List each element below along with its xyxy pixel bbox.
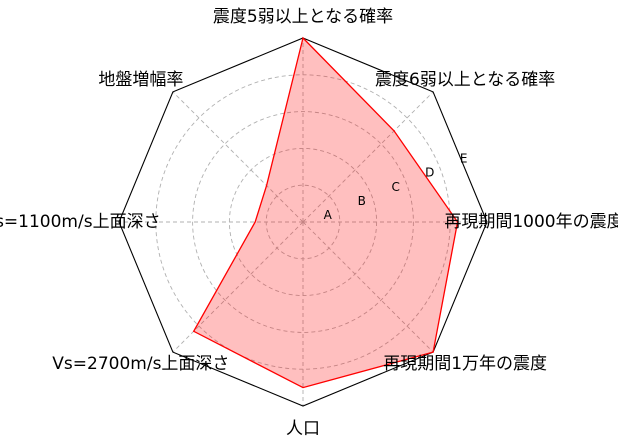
axis-spoke bbox=[302, 91, 434, 223]
series-area bbox=[192, 36, 459, 389]
axis-spokes bbox=[119, 38, 487, 406]
axis-label: 再現期間1000年の震度 bbox=[444, 212, 618, 232]
axis-label: 再現期間1万年の震度 bbox=[383, 354, 547, 374]
axis-label: Vs=1100m/s上面深さ bbox=[0, 212, 161, 232]
ring-label: E bbox=[460, 152, 468, 166]
axis-label: 地盤増幅率 bbox=[98, 70, 183, 90]
outer-frame bbox=[118, 37, 488, 407]
axis-labels: 震度5弱以上となる確率震度6弱以上となる確率再現期間1000年の震度再現期間1万… bbox=[0, 7, 618, 439]
grid-ring bbox=[192, 111, 414, 333]
axis-label: 震度5弱以上となる確率 bbox=[213, 7, 393, 27]
axis-label: 震度6弱以上となる確率 bbox=[375, 70, 555, 90]
ring-label: B bbox=[358, 194, 366, 208]
axis-spoke bbox=[172, 221, 304, 353]
axis-label: Vs=2700m/s上面深さ bbox=[52, 354, 229, 374]
ring-label: A bbox=[324, 208, 333, 222]
ring-label: C bbox=[391, 180, 399, 194]
axis-spoke bbox=[302, 221, 434, 353]
ring-labels: A B C D E bbox=[324, 152, 468, 222]
axis-label: 人口 bbox=[286, 419, 320, 439]
ring-label: D bbox=[425, 166, 434, 180]
axis-spoke bbox=[172, 91, 304, 223]
